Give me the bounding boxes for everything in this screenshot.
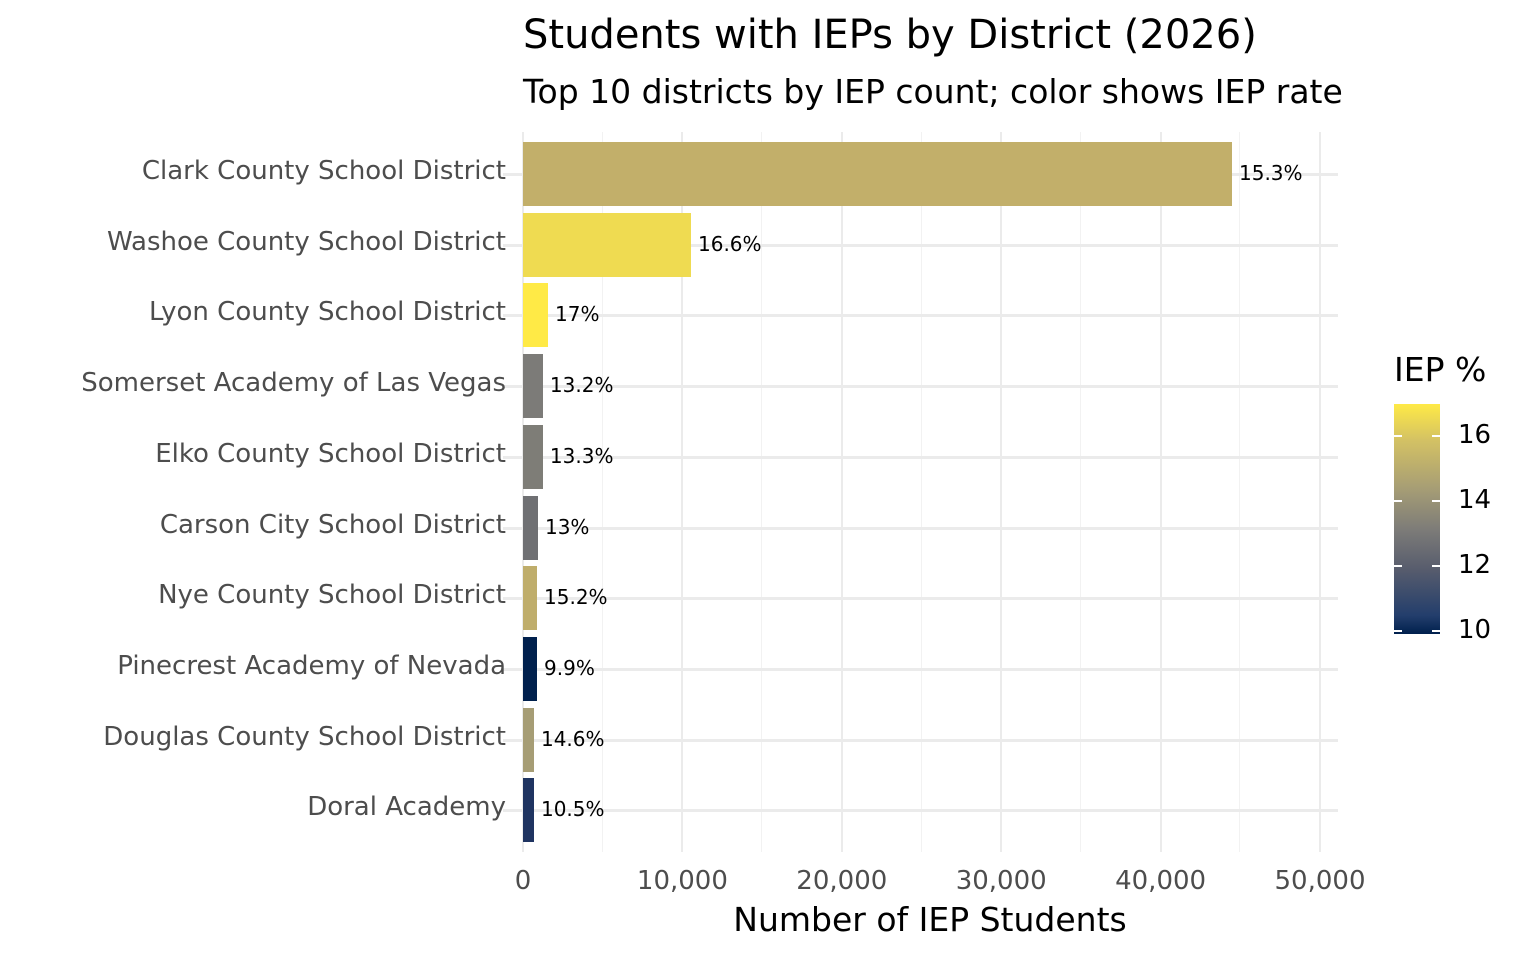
gridline-vertical (1319, 132, 1321, 852)
legend-title: IEP % (1394, 350, 1487, 389)
bar-value-label: 15.3% (1239, 161, 1303, 185)
x-tick-label: 0 (514, 866, 532, 896)
gridline-horizontal (503, 809, 1338, 813)
bar (523, 142, 1232, 206)
y-axis-label: Pinecrest Academy of Nevada (117, 650, 506, 681)
y-axis-label: Elko County School District (155, 438, 506, 469)
gridline-vertical (840, 132, 843, 852)
x-tick-label: 30,000 (955, 866, 1047, 896)
bar-value-label: 15.2% (544, 585, 608, 610)
bar (523, 636, 538, 701)
bar-value-label: 14.6% (540, 726, 605, 751)
gridline-horizontal (503, 314, 1338, 318)
y-axis-label: Doral Academy (307, 792, 506, 823)
gridline-horizontal (503, 455, 1338, 459)
gridline-vertical (1000, 132, 1003, 852)
y-axis-label: Lyon County School District (149, 297, 506, 328)
bar-value-label: 13% (544, 514, 590, 539)
legend-tick-label: 16 (1458, 420, 1492, 451)
legend-tick-label: 10 (1458, 614, 1492, 645)
legend-tick-mark (1432, 435, 1440, 438)
x-tick-label: 50,000 (1274, 866, 1366, 896)
legend-tick-mark (1394, 564, 1402, 567)
gridline-vertical (761, 132, 763, 852)
legend-tick-mark (1432, 500, 1440, 503)
bar (523, 212, 691, 277)
bar (523, 707, 534, 772)
legend-tick-mark (1394, 500, 1402, 503)
bar (523, 778, 534, 843)
bar (523, 495, 538, 560)
y-axis-label: Clark County School District (141, 156, 506, 186)
legend-tick-mark (1394, 435, 1402, 438)
legend-colorbar (1394, 404, 1440, 634)
y-axis-label: Nye County School District (158, 580, 506, 611)
bar (523, 283, 549, 348)
y-axis-label: Douglas County School District (103, 721, 506, 752)
gridline-horizontal (503, 667, 1338, 671)
x-axis-title: Number of IEP Students (733, 900, 1127, 939)
y-axis-label: Carson City School District (159, 509, 506, 540)
x-tick-label: 40,000 (1115, 866, 1207, 896)
x-tick-label: 20,000 (796, 866, 888, 896)
bar-value-label: 13.2% (549, 373, 614, 398)
gridline-vertical (1079, 132, 1081, 852)
x-tick-label: 10,000 (636, 866, 728, 896)
gridline-horizontal (503, 597, 1338, 601)
legend-tick-label: 12 (1458, 549, 1492, 580)
bar (523, 354, 543, 419)
bar (523, 566, 538, 631)
y-axis-label: Somerset Academy of Las Vegas (81, 368, 506, 399)
chart-title: Students with IEPs by District (2026) (523, 12, 1257, 58)
chart-subtitle: Top 10 districts by IEP count; color sho… (523, 72, 1343, 111)
gridline-vertical (1159, 132, 1162, 852)
bar-value-label: 10.5% (540, 797, 605, 822)
gridline-vertical (522, 132, 524, 852)
legend-tick-label: 14 (1458, 485, 1492, 516)
bar-value-label: 16.6% (698, 231, 762, 256)
gridline-vertical (1239, 132, 1241, 852)
legend-tick-mark (1432, 629, 1440, 632)
plot-panel (503, 132, 1338, 852)
gridline-horizontal (503, 243, 1338, 247)
gridline-vertical (601, 132, 603, 852)
legend-tick-mark (1394, 629, 1402, 632)
bar (523, 424, 543, 489)
gridline-horizontal (503, 385, 1338, 389)
bar-value-label: 17% (555, 302, 600, 327)
legend-tick-mark (1432, 564, 1440, 567)
gridline-vertical (681, 132, 684, 852)
gridline-vertical (920, 132, 922, 852)
gridline-horizontal (503, 738, 1338, 742)
bar-value-label: 13.3% (549, 443, 614, 468)
y-axis-label: Washoe County School District (106, 226, 506, 257)
bar-value-label: 9.9% (544, 655, 595, 680)
gridline-horizontal (503, 526, 1338, 530)
